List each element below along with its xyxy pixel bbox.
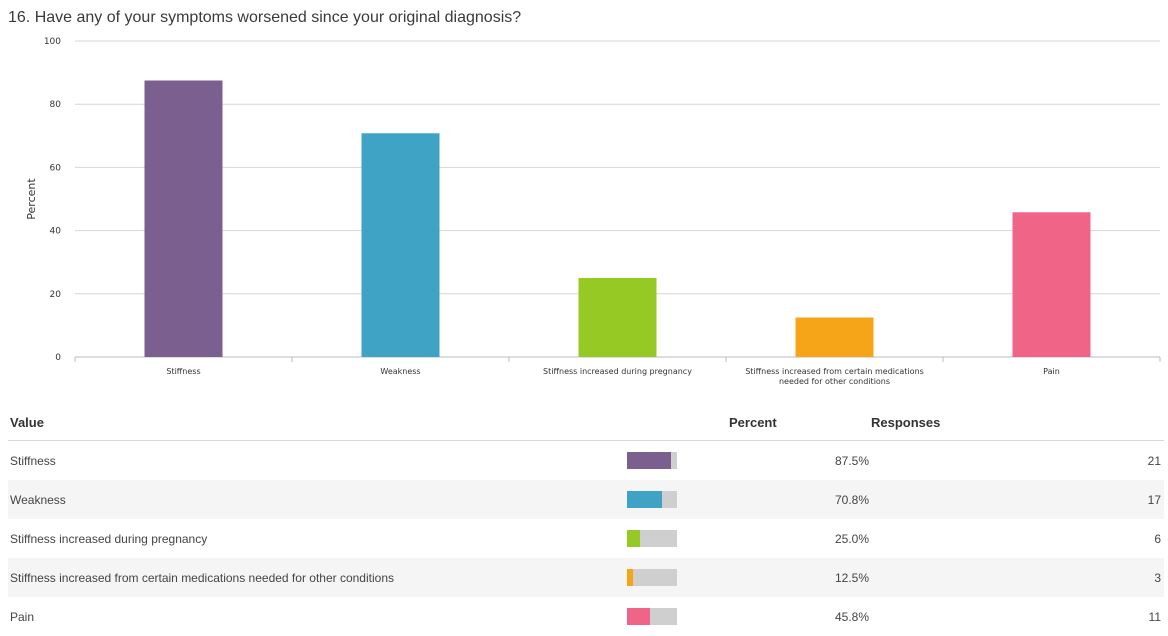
x-tick-label: needed for other conditions <box>779 377 890 386</box>
mini-bar-fill <box>627 608 650 625</box>
mini-bar-fill <box>627 569 634 586</box>
mini-bar-fill <box>627 530 640 547</box>
mini-bar <box>627 452 677 469</box>
row-value: Pain <box>10 609 35 624</box>
mini-bar <box>627 569 677 586</box>
row-percent: 70.8% <box>727 480 869 519</box>
row-responses: 6 <box>1154 531 1161 546</box>
x-tick-label: Weakness <box>380 367 420 376</box>
mini-bar <box>627 530 677 547</box>
row-percent: 45.8% <box>834 609 869 624</box>
row-mini-bar-cell <box>625 519 727 558</box>
y-tick-label: 100 <box>44 37 61 47</box>
row-value: Weakness <box>8 480 625 519</box>
y-axis: 0 20 40 60 80 100 <box>44 37 61 363</box>
bar <box>144 80 223 357</box>
row-value: Stiffness increased during pregnancy <box>10 531 208 546</box>
row-mini-bar-cell <box>625 441 727 481</box>
responses-column-header: Responses <box>869 404 1164 441</box>
table-header-row: Value Percent Responses <box>8 404 1164 441</box>
bar <box>1012 212 1091 357</box>
y-tick-label: 40 <box>50 227 62 237</box>
row-responses: 3 <box>869 558 1164 597</box>
row-responses: 21 <box>1147 453 1161 468</box>
x-tick-label: Stiffness increased from certain medicat… <box>745 367 924 376</box>
row-responses: 11 <box>1148 609 1161 624</box>
y-tick-label: 80 <box>50 100 62 110</box>
mini-bar <box>627 608 677 625</box>
table-row: Stiffness increased during pregnancy 25.0… <box>8 519 1164 558</box>
row-mini-bar-cell <box>625 480 727 519</box>
mini-bar-fill <box>627 452 671 469</box>
x-axis: Stiffness Weakness Stiffness increased dur… <box>74 357 1161 386</box>
bar-column-header <box>625 404 727 441</box>
x-tick-label: Stiffness increased during pregnancy <box>543 367 692 376</box>
mini-bar-fill <box>627 491 663 508</box>
question-title: 16. Have any of your symptoms worsened s… <box>8 9 522 26</box>
row-mini-bar-cell <box>625 597 727 636</box>
mini-bar <box>627 491 677 508</box>
y-axis-label: Percent <box>25 178 38 220</box>
bars <box>144 80 1091 357</box>
x-tick-label: Stiffness <box>166 367 200 376</box>
bar <box>578 278 657 357</box>
y-tick-label: 0 <box>55 353 61 363</box>
value-column-header: Value <box>8 404 625 441</box>
row-value: Stiffness <box>10 453 56 468</box>
y-tick-label: 20 <box>50 290 62 300</box>
table-row: Stiffness 87.5% 21 <box>8 441 1164 481</box>
row-percent: 12.5% <box>727 558 869 597</box>
row-value: Stiffness increased from certain medicat… <box>8 558 625 597</box>
percent-column-header: Percent <box>727 404 869 441</box>
y-tick-label: 60 <box>50 163 62 173</box>
results-table: Value Percent Responses Stiffness 87.5% 21… <box>8 404 1164 636</box>
x-tick-label: Pain <box>1043 367 1060 376</box>
table-row: Pain 45.8% 11 <box>8 597 1164 636</box>
row-percent: 25.0% <box>834 531 869 546</box>
row-responses: 17 <box>869 480 1164 519</box>
bar <box>795 317 874 357</box>
row-mini-bar-cell <box>625 558 727 597</box>
table-row: Stiffness increased from certain medicat… <box>8 558 1164 597</box>
bar <box>361 133 440 357</box>
table-row: Weakness 70.8% 17 <box>8 480 1164 519</box>
row-percent: 87.5% <box>834 453 869 468</box>
